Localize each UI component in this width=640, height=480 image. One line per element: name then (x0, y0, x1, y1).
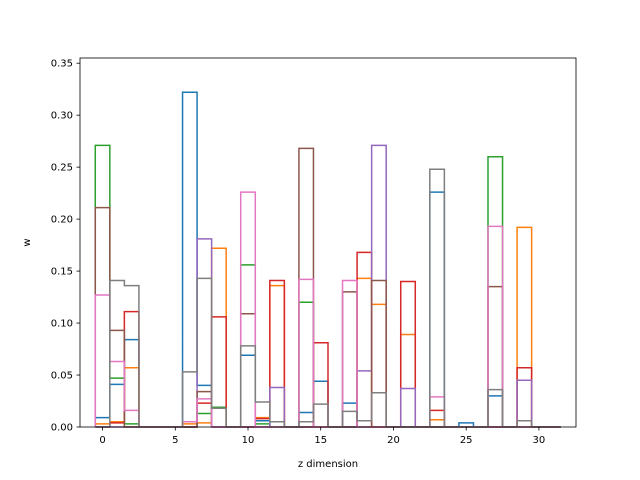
x-tick-label: 5 (172, 435, 178, 446)
series-layer (94, 91, 561, 428)
axis-layer: 0 5 10 15 20 25 30 0.00 0.05 0.10 0.15 0.20 0.25 0.30… (51, 59, 546, 446)
y-tick-label: 0.15 (51, 267, 73, 278)
x-tick-label: 25 (460, 435, 473, 446)
x-tick-label: 10 (242, 435, 255, 446)
plot-area-frame (79, 57, 577, 428)
x-tick-label: 30 (533, 435, 546, 446)
y-tick-label: 0.20 (51, 215, 73, 226)
x-axis-label: z dimension (298, 459, 358, 470)
y-axis-label: w (22, 238, 33, 246)
y-tick-label: 0.25 (51, 163, 73, 174)
x-tick-label: 20 (387, 435, 400, 446)
y-tick-label: 0.05 (51, 371, 73, 382)
x-tick-label: 15 (314, 435, 327, 446)
y-tick-label: 0.00 (51, 423, 73, 434)
y-tick-label: 0.10 (51, 319, 73, 330)
y-tick-label: 0.35 (51, 59, 73, 70)
series-4-step-line (95, 251, 561, 428)
y-tick-label: 0.30 (51, 111, 73, 122)
x-tick-label: 0 (99, 435, 105, 446)
